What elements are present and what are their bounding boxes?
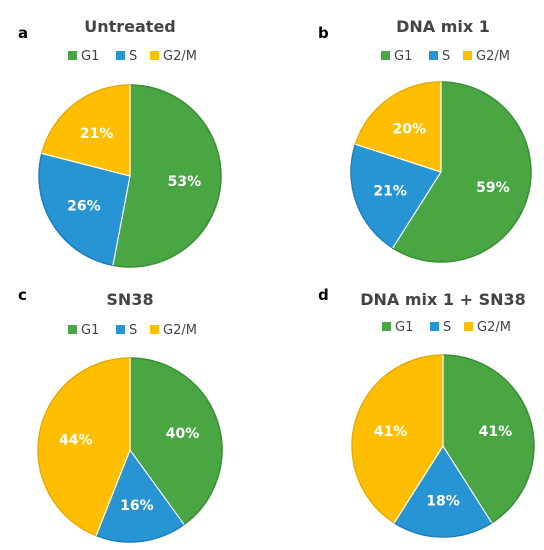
pie-slice-s: [95, 449, 185, 543]
data-label: 21%: [80, 126, 114, 142]
pie-slice-s: [38, 152, 131, 267]
data-label: 59%: [476, 180, 510, 196]
pie-slice-g1: [112, 84, 222, 268]
legend-swatch-g2m: [463, 51, 472, 60]
legend-label: S: [443, 320, 451, 335]
legend-label: G2/M: [477, 320, 511, 335]
pie-slice-g2m: [37, 357, 131, 537]
legend-swatch-s: [430, 322, 439, 331]
pie-slice-g1: [129, 357, 223, 526]
pie-slice-s: [350, 143, 442, 249]
data-label: 41%: [374, 424, 408, 440]
panel-letter: a: [18, 24, 28, 42]
slice-separator: [442, 445, 493, 524]
legend-swatch-g2m: [150, 51, 159, 60]
legend-label: G1: [394, 49, 412, 64]
pie-slice-g2m: [41, 84, 131, 177]
chart-title: SN38: [106, 290, 153, 309]
legend-label: G2/M: [163, 323, 197, 338]
legend-swatch-s: [116, 325, 125, 334]
pie-slice-g2m: [354, 81, 442, 173]
chart-title: DNA mix 1: [396, 17, 490, 36]
slice-separator: [95, 449, 131, 536]
legend-label: G2/M: [163, 49, 197, 64]
data-label: 40%: [166, 426, 200, 442]
legend-swatch-g1: [68, 325, 77, 334]
panel-letter: b: [318, 24, 329, 42]
legend-swatch-g2m: [150, 325, 159, 334]
legend-label: G1: [81, 49, 99, 64]
data-label: 21%: [373, 183, 407, 199]
slice-separator: [392, 171, 442, 249]
legend-label: S: [129, 49, 137, 64]
legend-swatch-g1: [382, 322, 391, 331]
pie-slice-s: [393, 445, 493, 538]
chart-title: DNA mix 1 + SN38: [360, 290, 526, 309]
data-label: 41%: [479, 424, 513, 440]
legend-swatch-g1: [68, 51, 77, 60]
slice-separator: [112, 175, 131, 266]
legend-swatch-g1: [381, 51, 390, 60]
panel-letter: c: [18, 286, 27, 304]
legend-swatch-g2m: [464, 322, 473, 331]
data-label: 53%: [168, 174, 202, 190]
legend-swatch-s: [429, 51, 438, 60]
legend-swatch-s: [116, 51, 125, 60]
data-label: 26%: [67, 198, 101, 214]
slice-separator: [355, 143, 442, 173]
legend-label: G1: [395, 320, 413, 335]
data-label: 20%: [393, 121, 427, 137]
data-label: 16%: [120, 498, 154, 514]
panel-letter: d: [318, 286, 329, 304]
pie-slice-g1: [392, 81, 532, 263]
slice-separator: [41, 152, 131, 177]
legend-label: G1: [81, 323, 99, 338]
slice-separator: [129, 449, 185, 525]
legend-label: S: [442, 49, 450, 64]
legend-label: S: [129, 323, 137, 338]
legend-label: G2/M: [476, 49, 510, 64]
slice-separator: [393, 445, 444, 524]
chart-title: Untreated: [84, 17, 176, 36]
data-label: 18%: [426, 494, 460, 510]
data-label: 44%: [59, 433, 93, 449]
